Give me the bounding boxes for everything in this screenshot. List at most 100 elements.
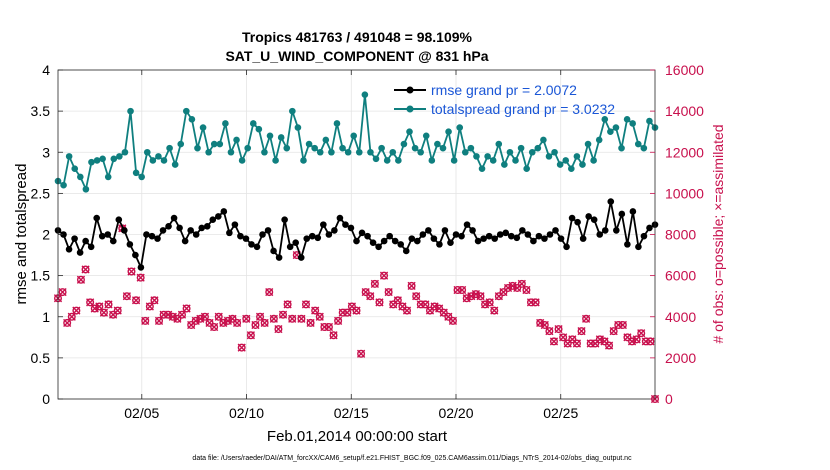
obs-point [375, 298, 384, 307]
obs-possible-marker [549, 337, 558, 346]
obs-point [402, 306, 412, 315]
totalspread-point [244, 144, 252, 152]
obs-assimilated-marker [255, 312, 265, 321]
totalspread-point [428, 157, 436, 164]
obs-point [366, 292, 375, 301]
obs-possible-marker [251, 320, 260, 329]
obs-possible-marker [283, 300, 292, 309]
obs-assimilated-marker [329, 331, 338, 340]
totalspread-point [528, 148, 536, 156]
totalspread-point [579, 161, 586, 168]
totalspread-point [523, 165, 530, 172]
obs-point [545, 327, 554, 336]
totalspread-point [272, 157, 279, 164]
obs-possible-marker [265, 288, 274, 297]
rmse-point [198, 224, 206, 232]
obs-possible-marker [334, 316, 343, 325]
y-tick-label: 4 [42, 62, 50, 78]
obs-possible-marker [568, 335, 577, 344]
x-tick-label: 02/10 [229, 405, 264, 421]
rmse-point [314, 234, 322, 242]
obs-assimilated-marker [402, 306, 412, 315]
rmse-point [590, 216, 598, 223]
obs-possible-marker [173, 314, 182, 323]
rmse-point [242, 235, 250, 242]
obs-possible-marker [86, 298, 95, 307]
obs-possible-marker [623, 333, 632, 342]
obs-point [517, 279, 526, 288]
rmse-point [303, 235, 311, 242]
y-tick-label: 0.5 [31, 350, 51, 366]
obs-assimilated-marker [379, 271, 389, 280]
rmse-point [568, 214, 576, 222]
obs-possible-marker [517, 279, 526, 288]
rmse-point [65, 246, 73, 253]
obs-assimilated-marker [485, 298, 494, 307]
obs-assimilated-marker [191, 316, 200, 325]
rmse-point [226, 229, 233, 237]
obs-assimilated-marker [67, 312, 76, 321]
y-tick-label: 2 [42, 227, 50, 243]
rmse-point [574, 218, 581, 226]
obs-assimilated-marker [122, 292, 131, 301]
obs-possible-marker [242, 314, 251, 323]
obs-point [150, 296, 159, 305]
obs-point [269, 314, 278, 323]
obs-possible-marker [380, 271, 389, 280]
obs-possible-marker [632, 335, 641, 344]
obs-point [237, 343, 246, 352]
rmse-point [563, 243, 570, 251]
obs-possible-marker [347, 302, 356, 311]
rmse-point [485, 232, 493, 240]
rmse-point [281, 216, 288, 223]
totalspread-point [417, 148, 424, 156]
obs-assimilated-marker [81, 265, 90, 274]
rmse-point [336, 214, 344, 222]
totalspread-point [171, 161, 179, 168]
rmse-point [87, 243, 95, 251]
obs-assimilated-marker [407, 281, 416, 291]
rmse-point [601, 227, 609, 234]
rmse-point [82, 237, 89, 245]
rmse-point [297, 254, 305, 261]
obs-assimilated-marker [274, 324, 283, 334]
obs-assimilated-marker [356, 349, 366, 358]
obs-point [210, 322, 219, 332]
rmse-point [192, 231, 200, 238]
rmse-point [76, 249, 84, 256]
obs-point [315, 312, 324, 321]
rmse-point [358, 229, 366, 237]
obs-point [559, 333, 568, 342]
obs-point [233, 318, 242, 328]
obs-assimilated-marker [471, 290, 480, 299]
obs-assimilated-marker [86, 298, 95, 307]
obs-assimilated-marker [595, 335, 604, 344]
y2-tick-label: 14000 [665, 103, 704, 119]
obs-assimilated-marker [315, 312, 324, 321]
obs-possible-marker [279, 310, 288, 319]
obs-point [283, 300, 292, 309]
totalspread-point [188, 116, 196, 123]
obs-point [421, 300, 430, 309]
obs-point [255, 312, 265, 321]
obs-assimilated-marker [559, 333, 568, 342]
obs-point [72, 306, 81, 315]
totalspread-point [205, 148, 212, 156]
rmse-point [148, 232, 156, 240]
obs-possible-marker [237, 343, 246, 352]
obs-point [311, 306, 320, 315]
obs-assimilated-marker [577, 327, 586, 336]
obs-assimilated-marker [141, 316, 150, 325]
totalspread-point [551, 148, 558, 156]
obs-assimilated-marker [334, 316, 343, 325]
obs-possible-marker [444, 312, 453, 321]
rmse-point [380, 237, 388, 245]
rmse-point [436, 241, 443, 248]
obs-point [297, 314, 306, 323]
y-tick-label: 3 [42, 144, 50, 160]
obs-assimilated-marker [618, 320, 627, 330]
totalspread-point [372, 155, 380, 163]
rmse-point [624, 241, 631, 248]
rmse-point [143, 231, 150, 238]
totalspread-point [127, 107, 134, 115]
